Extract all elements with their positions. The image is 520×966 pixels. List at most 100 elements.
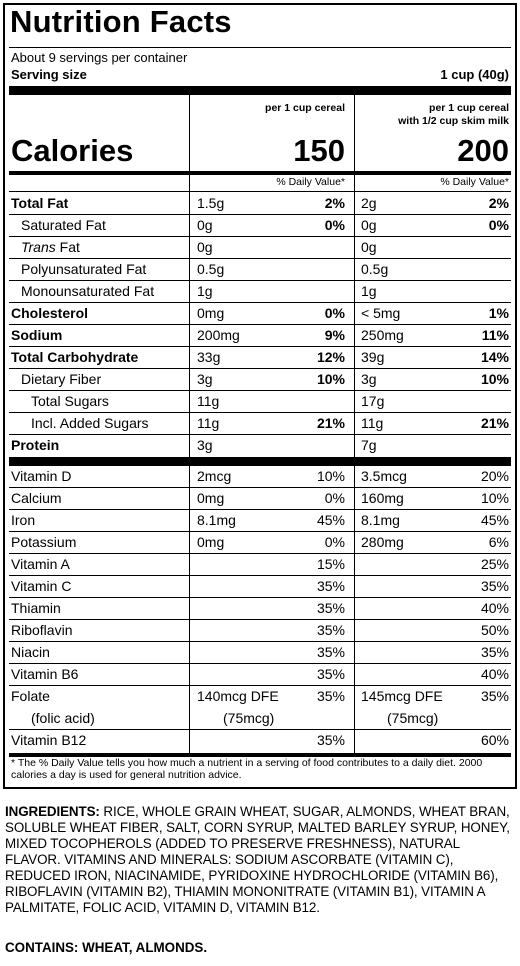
vitamin-row: Riboflavin 35% 50% xyxy=(5,619,515,641)
column-divider-2 xyxy=(354,95,355,755)
nutrient-name: Vitamin D xyxy=(11,468,72,484)
divider xyxy=(9,487,511,488)
amount-per-cup: 0.5g xyxy=(197,261,225,277)
daily-value-per-cup: 10% xyxy=(316,371,345,387)
amount-with-milk: 3g xyxy=(361,371,377,387)
amount-with-milk-sub: (75mcg) xyxy=(387,710,439,726)
vitamin-b12-row: Vitamin B12 35% 60% xyxy=(5,729,515,751)
nutrient-name: Vitamin A xyxy=(11,556,70,572)
daily-value-per-cup: 0% xyxy=(324,217,345,233)
nutrient-name: Riboflavin xyxy=(11,622,73,638)
daily-value-with-milk: 21% xyxy=(480,415,509,431)
daily-value-per-cup: 35% xyxy=(316,578,345,594)
amount-with-milk: 8.1mg xyxy=(361,512,400,528)
amount-per-cup: 11g xyxy=(197,415,220,431)
amount-with-milk: < 5mg xyxy=(361,305,401,321)
divider xyxy=(9,390,511,391)
nutrient-name: Polyunsaturated Fat xyxy=(21,261,147,277)
daily-value-with-milk: 10% xyxy=(480,371,509,387)
nutrient-sub-name: (folic acid) xyxy=(31,710,95,726)
nutrient-name: Vitamin C xyxy=(11,578,72,594)
nutrient-name: Incl. Added Sugars xyxy=(31,415,149,431)
nutrient-name: Folate xyxy=(11,688,50,704)
calories-value-1: 150 xyxy=(293,133,345,168)
daily-value-per-cup: 35% xyxy=(316,666,345,682)
calories-value-2: 200 xyxy=(457,133,509,168)
divider xyxy=(9,236,511,237)
amount-per-cup: 0mg xyxy=(197,305,225,321)
divider xyxy=(9,412,511,413)
divider xyxy=(9,663,511,664)
daily-value-with-milk: 0% xyxy=(488,217,509,233)
daily-value-with-milk: 40% xyxy=(480,666,509,682)
divider xyxy=(9,531,511,532)
thick-divider xyxy=(9,86,511,95)
amount-with-milk: 160mg xyxy=(361,490,404,506)
vitamin-row: Potassium 0mg 0% 280mg 6% xyxy=(5,531,515,553)
nutrient-name: Sodium xyxy=(11,327,63,343)
divider xyxy=(9,368,511,369)
nutrient-name: Total Carbohydrate xyxy=(11,349,139,365)
daily-value-with-milk: 60% xyxy=(480,732,509,748)
nutrient-name: Vitamin B6 xyxy=(11,666,79,682)
daily-value-per-cup: 21% xyxy=(316,415,345,431)
divider xyxy=(9,258,511,259)
vitamin-row: Iron 8.1mg 45% 8.1mg 45% xyxy=(5,509,515,531)
serving-size-value: 1 cup (40g) xyxy=(440,67,509,82)
nutrient-name: Niacin xyxy=(11,644,50,660)
divider xyxy=(9,214,511,215)
amount-per-cup: 200mg xyxy=(197,327,240,343)
amount-per-cup: 0mg xyxy=(197,490,225,506)
nutrient-row: Cholesterol 0mg 0% < 5mg 1% xyxy=(5,302,515,324)
nutrient-name-italic: Trans xyxy=(21,239,56,255)
daily-value-with-milk: 25% xyxy=(480,556,509,572)
daily-value-per-cup: 2% xyxy=(324,195,345,211)
daily-value-with-milk: 10% xyxy=(480,490,509,506)
amount-with-milk: 17g xyxy=(361,393,385,409)
amount-with-milk: 3.5mcg xyxy=(361,468,407,484)
nutrient-name: Monounsaturated Fat xyxy=(21,283,155,299)
nutrient-row: Incl. Added Sugars 11g 21% 11g 21% xyxy=(5,412,515,434)
amount-per-cup-sub: (75mcg) xyxy=(223,710,275,726)
medium-divider xyxy=(9,753,511,757)
daily-value-header-2: % Daily Value* xyxy=(440,176,509,188)
amount-with-milk: 7g xyxy=(361,437,377,453)
amount-with-milk: 11g xyxy=(361,415,384,431)
daily-value-with-milk: 20% xyxy=(480,468,509,484)
amount-per-cup: 0g xyxy=(197,239,213,255)
nutrient-name: Calcium xyxy=(11,490,62,506)
daily-value-per-cup: 0% xyxy=(324,534,345,550)
medium-divider xyxy=(9,171,511,175)
nutrient-name: Total Sugars xyxy=(31,393,109,409)
folate-row: Folate (folic acid) 140mcg DFE (75mcg) 3… xyxy=(5,685,515,729)
calories-label: Calories xyxy=(11,133,134,168)
nutrition-facts-panel: Nutrition Facts About 9 servings per con… xyxy=(3,3,517,789)
amount-per-cup: 11g xyxy=(197,393,220,409)
divider xyxy=(9,302,511,303)
divider xyxy=(9,47,511,48)
nutrient-row: Sodium 200mg 9% 250mg 11% xyxy=(5,324,515,346)
daily-value-per-cup: 0% xyxy=(324,305,345,321)
nutrient-row: Dietary Fiber 3g 10% 3g 10% xyxy=(5,368,515,390)
amount-with-milk: 1g xyxy=(361,283,377,299)
amount-per-cup: 3g xyxy=(197,371,213,387)
daily-value-with-milk: 6% xyxy=(488,534,509,550)
divider xyxy=(9,619,511,620)
daily-value-with-milk: 35% xyxy=(480,644,509,660)
vitamin-row: Vitamin A 15% 25% xyxy=(5,553,515,575)
vitamin-row: Niacin 35% 35% xyxy=(5,641,515,663)
ingredients-label: INGREDIENTS: xyxy=(5,804,100,819)
amount-with-milk: 145mcg DFE xyxy=(361,688,443,704)
nutrient-name: Thiamin xyxy=(11,600,61,616)
daily-value-with-milk: 11% xyxy=(481,327,509,343)
amount-with-milk: 250mg xyxy=(361,327,404,343)
amount-per-cup: 1g xyxy=(197,283,213,299)
daily-value-per-cup: 35% xyxy=(316,732,345,748)
footnote: * The % Daily Value tells you how much a… xyxy=(11,757,483,781)
nutrient-row: Total Sugars 11g 17g xyxy=(5,390,515,412)
daily-value-with-milk: 1% xyxy=(488,305,509,321)
divider xyxy=(9,324,511,325)
daily-value-per-cup: 9% xyxy=(324,327,345,343)
column-1-header: per 1 cup cereal xyxy=(265,102,345,114)
amount-with-milk: 280mg xyxy=(361,534,404,550)
